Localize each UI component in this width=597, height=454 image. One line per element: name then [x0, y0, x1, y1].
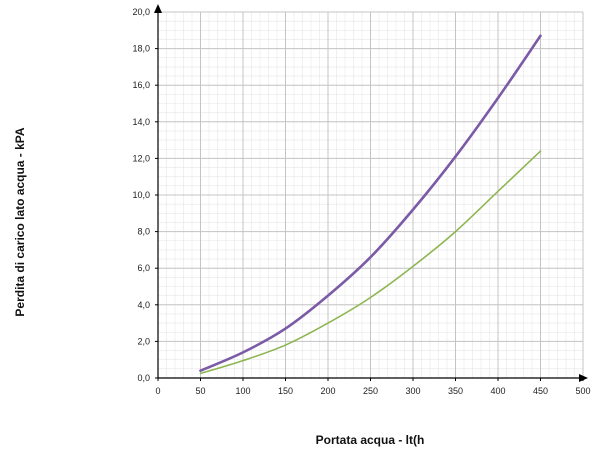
y-tick-label: 18,0: [132, 44, 150, 54]
y-tick-label: 4,0: [137, 300, 150, 310]
y-tick-label: 0,0: [137, 373, 150, 383]
x-tick-label: 350: [448, 386, 463, 396]
x-tick-label: 50: [195, 386, 205, 396]
series-layer: [199, 34, 542, 375]
x-tick-label: 150: [278, 386, 293, 396]
x-tick-label: 300: [405, 386, 420, 396]
tick-labels: 0 50 100 150 200 250 300 350 400 450 500 0,0 2,0 4,0 6…: [132, 7, 590, 396]
x-tick-label: 400: [490, 386, 505, 396]
x-tick-label: 200: [320, 386, 335, 396]
y-tick-label: 14,0: [132, 117, 150, 127]
y-tick-label: 8,0: [137, 227, 150, 237]
y-tick-label: 12,0: [132, 153, 150, 163]
axes: [154, 4, 588, 382]
x-tick-label: 100: [235, 386, 250, 396]
y-tick-label: 20,0: [132, 7, 150, 17]
x-tick-label: 0: [155, 386, 160, 396]
y-tick-label: 16,0: [132, 80, 150, 90]
y-axis-arrow: [154, 4, 162, 13]
series-line-2: [199, 150, 542, 375]
x-tick-label: 450: [533, 386, 548, 396]
series-line-1: [199, 34, 542, 372]
y-axis-title: Perdita di carico lato acqua - kPA: [13, 127, 27, 317]
x-tick-label: 250: [363, 386, 378, 396]
y-tick-label: 6,0: [137, 263, 150, 273]
y-tick-label: 10,0: [132, 190, 150, 200]
x-axis-title: Portata acqua - lt(h: [316, 433, 425, 447]
y-tick-label: 2,0: [137, 336, 150, 346]
x-tick-label: 500: [575, 386, 590, 396]
